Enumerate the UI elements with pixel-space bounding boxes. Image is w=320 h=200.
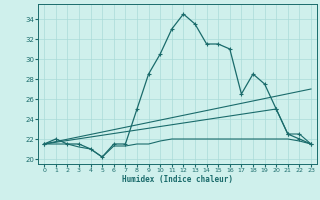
X-axis label: Humidex (Indice chaleur): Humidex (Indice chaleur) (122, 175, 233, 184)
